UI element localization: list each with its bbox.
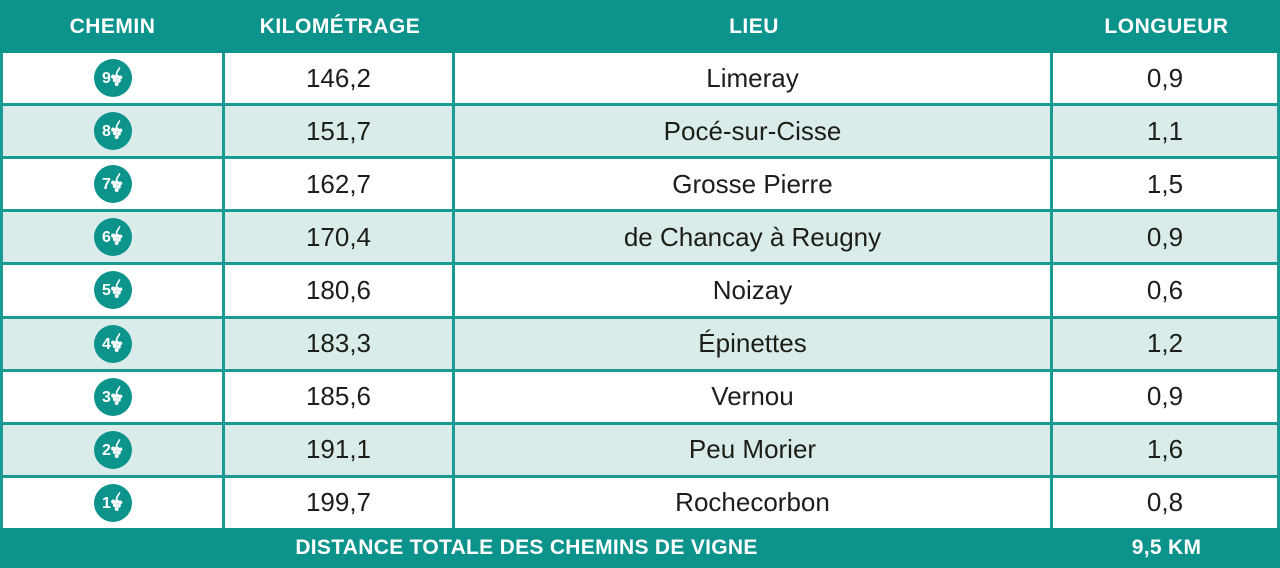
longueur-cell: 0,9 bbox=[1146, 221, 1184, 252]
table-row: 5 180,6 Noizay 0,6 bbox=[3, 262, 1277, 316]
chemin-cell: 4 bbox=[3, 318, 225, 369]
chemin-number: 7 bbox=[102, 176, 111, 194]
chemin-number-badge: 7 bbox=[93, 165, 132, 204]
grape-bunch-icon bbox=[111, 67, 123, 87]
chemin-number: 5 bbox=[102, 282, 111, 300]
kilometrage-cell: 191,1 bbox=[225, 424, 455, 475]
chemin-number-badge: 4 bbox=[93, 324, 132, 363]
chemin-cell: 5 bbox=[3, 265, 225, 316]
kilometrage-cell: 185,6 bbox=[225, 371, 455, 422]
total-distance-value: 9,5 KM bbox=[1131, 536, 1202, 559]
column-header-kilometrage: KILOMÉTRAGE bbox=[259, 14, 421, 38]
chemin-number-badge: 1 bbox=[93, 483, 132, 522]
column-header-lieu: LIEU bbox=[729, 14, 779, 38]
chemin-number: 3 bbox=[102, 388, 111, 406]
table-row: 8 151,7 Pocé-sur-Cisse 1,1 bbox=[3, 103, 1277, 157]
kilometrage-cell: 146,2 bbox=[225, 53, 455, 104]
chemin-cell: 9 bbox=[3, 53, 225, 104]
grape-bunch-icon bbox=[111, 385, 123, 405]
longueur-cell: 0,9 bbox=[1146, 381, 1184, 412]
lieu-cell: Épinettes bbox=[455, 318, 1053, 369]
chemin-number: 1 bbox=[102, 494, 111, 512]
table-row: 1 199,7 Rochecorbon 0,8 bbox=[3, 474, 1277, 528]
chemin-cell: 1 bbox=[3, 477, 225, 528]
chemin-number-badge: 5 bbox=[93, 271, 132, 310]
kilometrage-cell: 199,7 bbox=[225, 477, 455, 528]
table-row: 7 162,7 Grosse Pierre 1,5 bbox=[3, 156, 1277, 210]
chemin-number-badge: 2 bbox=[93, 430, 132, 469]
chemin-cell: 7 bbox=[3, 159, 225, 210]
kilometrage-cell: 183,3 bbox=[225, 318, 455, 369]
longueur-cell: 1,6 bbox=[1146, 434, 1184, 465]
grape-bunch-icon bbox=[111, 332, 123, 352]
lieu-cell: Grosse Pierre bbox=[455, 159, 1053, 210]
chemin-cell: 8 bbox=[3, 106, 225, 157]
table-body: 9 146,2 Limeray 0,9 8 bbox=[0, 53, 1280, 528]
chemin-cell: 3 bbox=[3, 371, 225, 422]
table-header-row: CHEMIN KILOMÉTRAGE LIEU LONGUEUR bbox=[0, 0, 1280, 53]
grape-bunch-icon bbox=[111, 173, 123, 193]
longueur-cell: 1,1 bbox=[1146, 115, 1184, 146]
chemin-number: 6 bbox=[102, 229, 111, 247]
lieu-cell: Limeray bbox=[455, 53, 1053, 104]
chemin-number: 4 bbox=[102, 335, 111, 353]
kilometrage-cell: 180,6 bbox=[225, 265, 455, 316]
table-row: 4 183,3 Épinettes 1,2 bbox=[3, 315, 1277, 369]
longueur-cell: 0,8 bbox=[1146, 487, 1184, 518]
column-header-chemin: CHEMIN bbox=[69, 14, 156, 38]
chemin-number: 9 bbox=[102, 70, 111, 88]
kilometrage-cell: 170,4 bbox=[225, 212, 455, 263]
longueur-cell: 1,2 bbox=[1146, 328, 1184, 359]
total-distance-label: DISTANCE TOTALE DES CHEMINS DE VIGNE bbox=[295, 536, 758, 559]
table-row: 2 191,1 Peu Morier 1,6 bbox=[3, 421, 1277, 475]
grape-bunch-icon bbox=[111, 492, 123, 511]
grape-bunch-icon bbox=[111, 439, 123, 458]
chemin-number-badge: 6 bbox=[93, 218, 132, 257]
table-row: 6 170,4 de Chancay à Reugny 0,9 bbox=[3, 209, 1277, 263]
kilometrage-cell: 151,7 bbox=[225, 106, 455, 157]
lieu-cell: Vernou bbox=[455, 371, 1053, 422]
table-row: 3 185,6 Vernou 0,9 bbox=[3, 368, 1277, 422]
grape-bunch-icon bbox=[111, 120, 123, 140]
lieu-cell: Noizay bbox=[455, 265, 1053, 316]
chemin-number: 8 bbox=[102, 123, 111, 141]
lieu-cell: Rochecorbon bbox=[455, 477, 1053, 528]
lieu-cell: Peu Morier bbox=[455, 424, 1053, 475]
longueur-cell: 0,9 bbox=[1146, 62, 1184, 93]
grape-bunch-icon bbox=[111, 279, 123, 299]
table-footer-row: DISTANCE TOTALE DES CHEMINS DE VIGNE 9,5… bbox=[0, 528, 1280, 568]
lieu-cell: de Chancay à Reugny bbox=[455, 212, 1053, 263]
chemin-number-badge: 8 bbox=[93, 112, 132, 151]
kilometrage-cell: 162,7 bbox=[225, 159, 455, 210]
lieu-cell: Pocé-sur-Cisse bbox=[455, 106, 1053, 157]
chemin-number: 2 bbox=[102, 441, 111, 459]
longueur-cell: 0,6 bbox=[1146, 274, 1184, 305]
chemin-cell: 6 bbox=[3, 212, 225, 263]
longueur-cell: 1,5 bbox=[1146, 168, 1184, 199]
column-header-longueur: LONGUEUR bbox=[1104, 14, 1229, 38]
chemin-cell: 2 bbox=[3, 424, 225, 475]
chemin-number-badge: 3 bbox=[93, 377, 132, 416]
grape-bunch-icon bbox=[111, 226, 123, 246]
table-row: 9 146,2 Limeray 0,9 bbox=[3, 53, 1277, 104]
chemin-number-badge: 9 bbox=[93, 59, 132, 98]
